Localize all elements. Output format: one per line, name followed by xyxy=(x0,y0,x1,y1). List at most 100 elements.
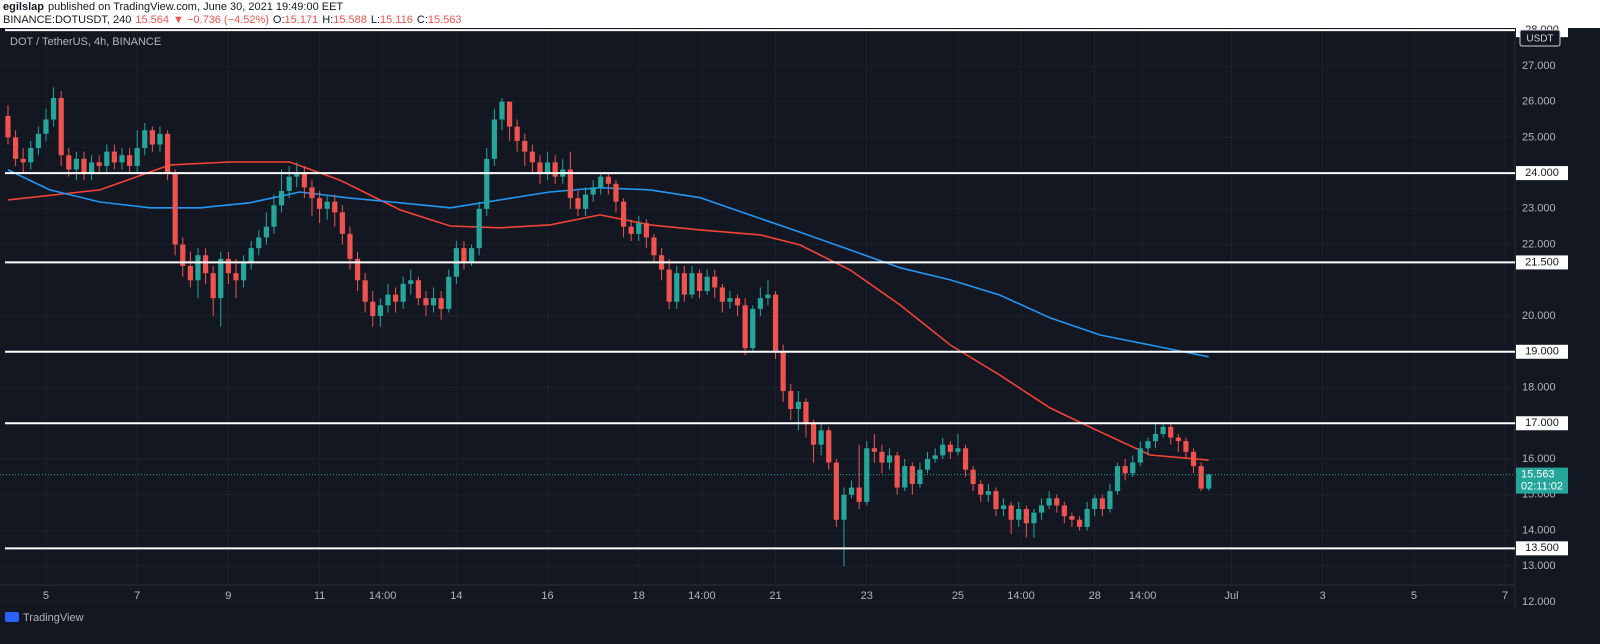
level-label-box xyxy=(1516,416,1568,431)
candle-body xyxy=(506,101,513,127)
candle-body xyxy=(88,162,95,174)
candle-body xyxy=(12,137,19,159)
candle-body xyxy=(924,458,931,470)
x-tick-label: 28 xyxy=(1089,590,1101,602)
candle-body xyxy=(1016,509,1022,520)
candle-body xyxy=(134,148,140,166)
candle-body xyxy=(978,483,984,495)
y-tick-label: 26.000 xyxy=(1522,96,1556,108)
candle-body xyxy=(932,455,938,459)
candle-body xyxy=(1122,466,1128,474)
candle-body xyxy=(864,448,870,502)
chart-title: DOT / TetherUS, 4h, BINANCE xyxy=(10,36,161,48)
candle-body xyxy=(278,190,285,206)
y-tick-label: 27.000 xyxy=(1522,60,1556,72)
candle-body xyxy=(1069,516,1075,520)
candle-body xyxy=(408,280,414,284)
candle-body xyxy=(1114,466,1121,492)
x-tick-label: 14:00 xyxy=(1007,590,1035,602)
y-tick-label: 25.000 xyxy=(1522,131,1556,143)
level-label-box xyxy=(1516,255,1568,270)
candle-body xyxy=(582,194,589,209)
price-label-box xyxy=(1516,467,1568,494)
candle-body xyxy=(803,401,809,424)
level-label-box xyxy=(1516,541,1568,556)
candle-body xyxy=(233,273,239,281)
candle-body xyxy=(332,201,338,213)
candle-body xyxy=(704,276,710,292)
author: egilslap xyxy=(3,1,44,13)
plot: 27.000 26.000 25.000 23.000 22.000 20.000 18.0… xyxy=(0,23,1568,608)
x-tick-label: 16 xyxy=(541,590,553,602)
y-tick-label: 18.000 xyxy=(1522,381,1556,393)
x-tick-label: 14:00 xyxy=(1129,590,1157,602)
candle-body xyxy=(1145,441,1151,449)
candle-body xyxy=(1206,474,1212,489)
moving-average xyxy=(7,161,1209,461)
candle-body xyxy=(1046,498,1052,506)
c-value: 15.563 xyxy=(428,14,462,26)
candle-body xyxy=(35,133,41,149)
candle-body xyxy=(119,155,125,163)
candle-body xyxy=(43,119,49,134)
candle-body xyxy=(484,158,490,209)
candle-body xyxy=(430,298,437,306)
published: published on TradingView.com, June 30, 2… xyxy=(48,1,343,13)
candle-body xyxy=(187,266,193,281)
candle-body xyxy=(1084,509,1090,527)
candle-body xyxy=(1107,491,1113,510)
candle-body xyxy=(499,101,505,120)
candle-body xyxy=(50,98,57,120)
candle-body xyxy=(537,162,543,174)
candle-body xyxy=(605,176,611,184)
candle-body xyxy=(886,455,893,463)
logo-icon xyxy=(5,612,19,622)
candle-body xyxy=(248,248,254,263)
currency-box xyxy=(1519,29,1561,47)
candle-body xyxy=(1099,498,1105,510)
candle-body xyxy=(256,237,262,249)
x-tick-label: Jul xyxy=(1225,590,1239,602)
candle-body xyxy=(225,258,231,274)
y-tick-label: 22.000 xyxy=(1522,238,1556,250)
candle-body xyxy=(750,308,756,349)
candle-body xyxy=(491,119,497,159)
candle-body xyxy=(66,155,72,170)
candle-body xyxy=(1175,437,1181,442)
candle-body xyxy=(461,248,467,263)
candle-body xyxy=(96,162,102,166)
candle-body xyxy=(1038,505,1045,513)
c-label: C: xyxy=(417,14,428,26)
change: ▼ −0.736 (−4.52%) xyxy=(173,14,269,26)
x-tick-label: 7 xyxy=(1502,590,1508,602)
level-label-box xyxy=(1516,344,1568,359)
candle-body xyxy=(1061,505,1067,517)
candle-body xyxy=(826,430,832,463)
candle-body xyxy=(712,276,718,288)
candle-body xyxy=(240,262,247,281)
candle-body xyxy=(902,466,908,488)
candle-body xyxy=(210,273,216,299)
candle-body xyxy=(841,494,847,520)
candle-body xyxy=(415,280,421,299)
candle-body xyxy=(423,298,429,306)
candle-body xyxy=(962,448,969,470)
candle-body xyxy=(1023,509,1029,524)
y-tick-label: 20.000 xyxy=(1522,310,1556,322)
candle-body xyxy=(1190,451,1197,467)
candle-body xyxy=(810,423,817,445)
candle-body xyxy=(202,255,209,274)
candle-body xyxy=(780,351,786,392)
symbol-line: BINANCE:DOTUSDT, 240 15.564 ▼ −0.736 (−4.5… xyxy=(3,14,462,26)
candle-body xyxy=(1076,519,1083,527)
candle-body xyxy=(727,298,733,302)
candle-body xyxy=(696,273,703,292)
y-tick-label: 23.000 xyxy=(1522,203,1556,215)
candle-body xyxy=(598,176,604,188)
candle-body xyxy=(468,248,475,263)
candle-body xyxy=(476,208,482,249)
candle-body xyxy=(20,158,26,163)
candle-body xyxy=(719,287,725,302)
candle-body xyxy=(195,255,201,281)
